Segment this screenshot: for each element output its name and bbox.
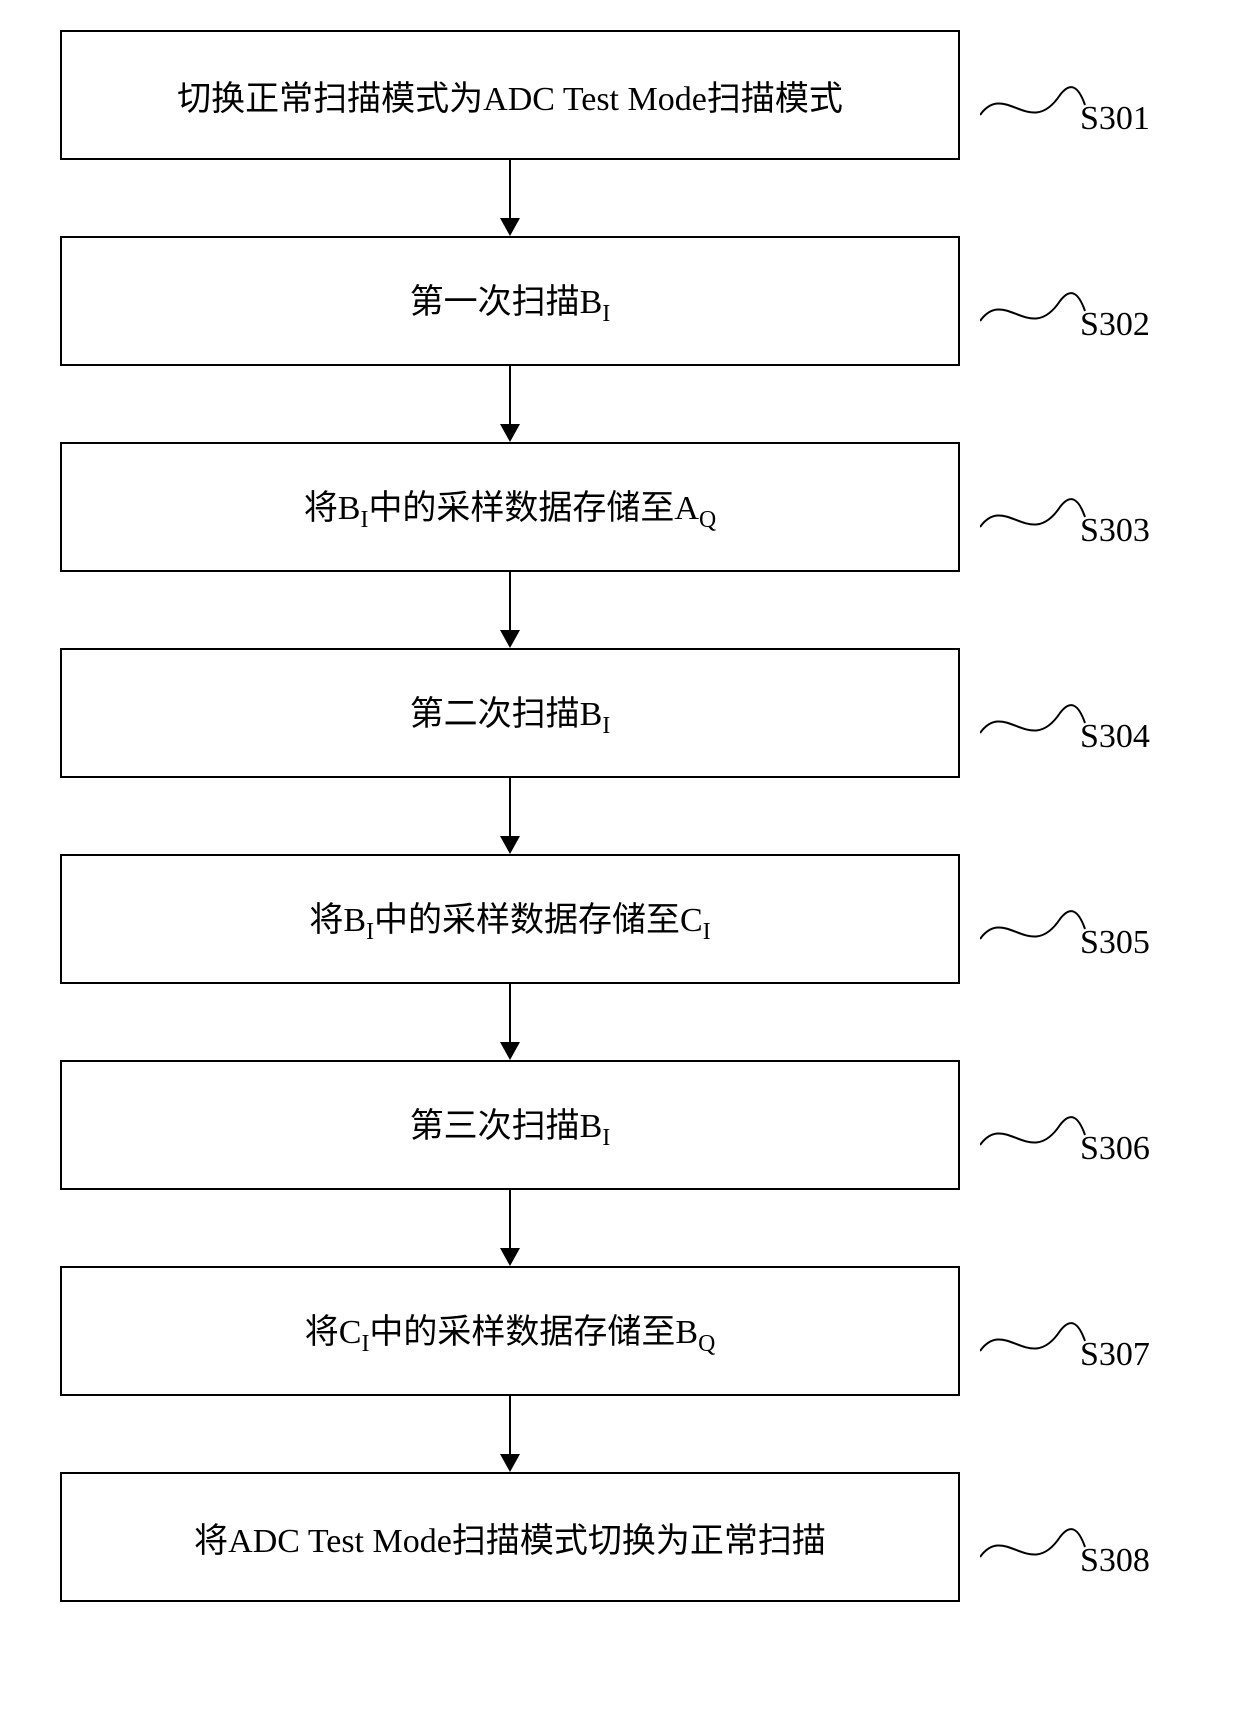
step-text: 切换正常扫描模式为ADC Test Mode扫描模式 (177, 71, 843, 120)
step-label-connector: S302 (980, 276, 1180, 356)
flowchart-step: 第三次扫描BI S306 (60, 1060, 1180, 1190)
step-box: 第二次扫描BI (60, 648, 960, 778)
step-box: 将BI中的采样数据存储至CI (60, 854, 960, 984)
flowchart-step: 将CI中的采样数据存储至BQ S307 (60, 1266, 1180, 1396)
step-label: S308 (1080, 1542, 1150, 1580)
flow-arrow (60, 984, 960, 1060)
flowchart-step: 第二次扫描BI S304 (60, 648, 1180, 778)
step-text: 将BI中的采样数据存储至AQ (304, 480, 716, 534)
flow-arrow (60, 778, 960, 854)
flow-arrow (60, 160, 960, 236)
step-text: 第一次扫描BI (410, 274, 611, 328)
flowchart-step: 将ADC Test Mode扫描模式切换为正常扫描 S308 (60, 1472, 1180, 1602)
step-text: 第三次扫描BI (410, 1098, 611, 1152)
step-text: 将ADC Test Mode扫描模式切换为正常扫描 (194, 1513, 826, 1562)
step-label: S306 (1080, 1130, 1150, 1168)
step-box: 第三次扫描BI (60, 1060, 960, 1190)
flowchart-step: 第一次扫描BI S302 (60, 236, 1180, 366)
step-text: 将CI中的采样数据存储至BQ (305, 1304, 716, 1358)
step-label-connector: S306 (980, 1100, 1180, 1180)
step-label: S303 (1080, 512, 1150, 550)
step-label: S305 (1080, 924, 1150, 962)
step-label-connector: S304 (980, 688, 1180, 768)
flowchart-step: 将BI中的采样数据存储至AQ S303 (60, 442, 1180, 572)
flow-arrow (60, 572, 960, 648)
step-label-connector: S307 (980, 1306, 1180, 1386)
flow-arrow (60, 366, 960, 442)
step-box: 将BI中的采样数据存储至AQ (60, 442, 960, 572)
step-label-connector: S301 (980, 70, 1180, 150)
step-label: S302 (1080, 306, 1150, 344)
step-label-connector: S303 (980, 482, 1180, 562)
flowchart-step: 切换正常扫描模式为ADC Test Mode扫描模式 S301 (60, 30, 1180, 160)
step-label: S301 (1080, 100, 1150, 138)
flowchart-step: 将BI中的采样数据存储至CI S305 (60, 854, 1180, 984)
step-box: 将CI中的采样数据存储至BQ (60, 1266, 960, 1396)
step-text: 第二次扫描BI (410, 686, 611, 740)
step-label: S304 (1080, 718, 1150, 756)
step-text: 将BI中的采样数据存储至CI (309, 892, 710, 946)
flow-arrow (60, 1190, 960, 1266)
flowchart-container: 切换正常扫描模式为ADC Test Mode扫描模式 S301 第一次扫描BI S30… (60, 30, 1180, 1602)
step-box: 第一次扫描BI (60, 236, 960, 366)
step-label-connector: S305 (980, 894, 1180, 974)
step-box: 切换正常扫描模式为ADC Test Mode扫描模式 (60, 30, 960, 160)
step-label-connector: S308 (980, 1512, 1180, 1592)
flow-arrow (60, 1396, 960, 1472)
step-label: S307 (1080, 1336, 1150, 1374)
step-box: 将ADC Test Mode扫描模式切换为正常扫描 (60, 1472, 960, 1602)
